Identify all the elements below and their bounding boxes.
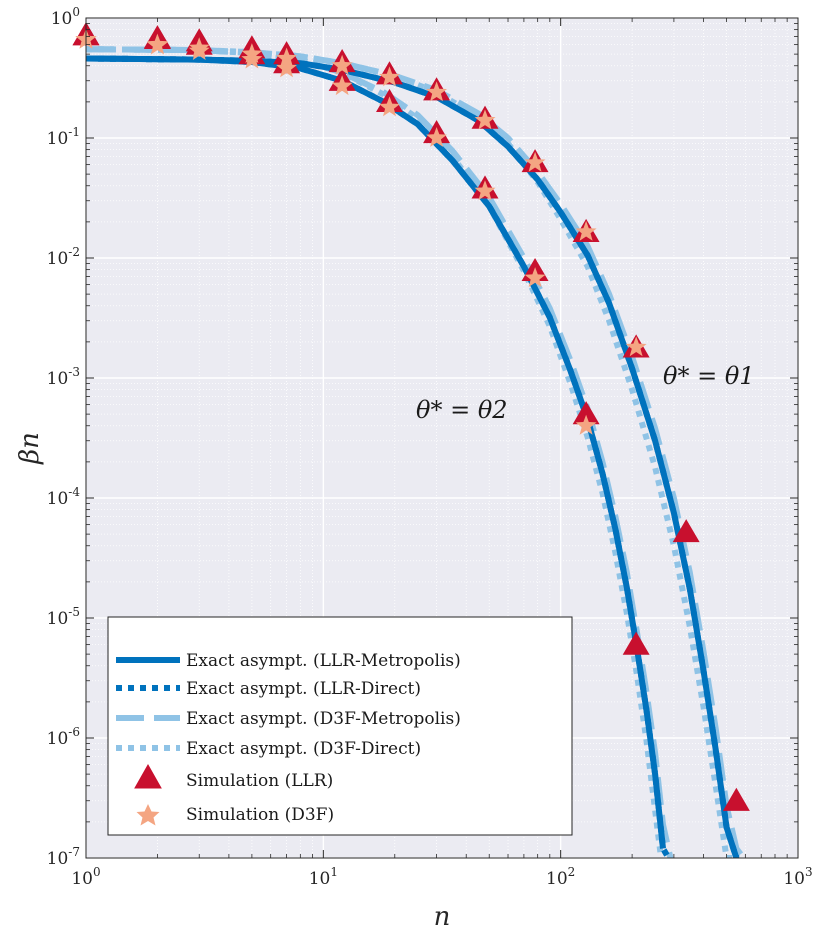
- plot-frame: [85, 17, 799, 859]
- y-tick-label: 100: [51, 5, 80, 29]
- legend-label-sim-llr: Simulation (LLR): [186, 771, 333, 791]
- x-tick-label-exponent: 2: [568, 865, 576, 879]
- x-tick-labels: 100 101 102 103: [71, 865, 812, 889]
- y-tick-label-exponent: 0: [72, 5, 80, 19]
- marker-sim-d3f: [241, 48, 263, 69]
- y-tick-label: 10-1: [47, 125, 80, 149]
- x-tick-label-base: 10: [546, 869, 568, 889]
- series-markers: [72, 22, 750, 811]
- marker-sim-d3f: [474, 180, 496, 201]
- marker-sim-d3f: [426, 127, 447, 147]
- marker-sim-d3f: [379, 66, 400, 87]
- y-tick-label-base: 10: [47, 489, 69, 509]
- y-tick-label-base: 10: [47, 849, 69, 869]
- y-tick-label: 10-5: [47, 605, 80, 629]
- series-curves: [86, 46, 746, 858]
- series-line-dashed-theta1: [86, 46, 746, 858]
- y-tick-label-exponent: -6: [68, 725, 80, 739]
- marker-sim-llr: [722, 787, 750, 811]
- y-tick-label-base: 10: [47, 729, 69, 749]
- marker-sim-llr: [622, 631, 650, 655]
- annotation-theta2: θ* = θ2: [416, 396, 508, 424]
- y-tick-label: 10-4: [47, 485, 81, 509]
- legend-label-d3f-metropolis: Exact asympt. (D3F-Metropolis): [186, 709, 461, 729]
- marker-sim-d3f: [426, 81, 447, 102]
- marker-sim-d3f: [276, 47, 297, 68]
- y-tick-label-exponent: -2: [68, 245, 80, 259]
- legend-label-llr-direct: Exact asympt. (LLR-Direct): [186, 679, 421, 699]
- marker-sim-d3f: [331, 54, 353, 75]
- legend: Exact asympt. (LLR-Metropolis) Exact asy…: [107, 616, 573, 836]
- x-tick-label: 101: [309, 865, 338, 889]
- series-line-solid-theta1: [86, 55, 740, 858]
- marker-sim-d3f: [331, 75, 353, 96]
- x-tick-label-base: 10: [71, 869, 93, 889]
- marker-sim-d3f: [625, 336, 647, 357]
- y-tick-label-base: 10: [47, 609, 69, 629]
- y-tick-label: 10-3: [47, 365, 80, 389]
- y-tick-label: 10-6: [47, 725, 80, 749]
- axis-ticks: [85, 17, 799, 859]
- y-tick-label-exponent: -1: [68, 125, 80, 139]
- y-tick-label-base: 10: [47, 249, 69, 269]
- x-tick-label-base: 10: [309, 869, 331, 889]
- y-tick-label-base: 10: [47, 369, 69, 389]
- x-tick-label-exponent: 3: [805, 865, 813, 879]
- y-tick-label-exponent: -7: [68, 845, 80, 859]
- y-tick-label: 10-7: [47, 845, 80, 869]
- legend-label-llr-metropolis: Exact asympt. (LLR-Metropolis): [186, 651, 461, 671]
- marker-sim-d3f: [575, 220, 597, 241]
- y-tick-label-base: 10: [47, 129, 69, 149]
- marker-sim-d3f: [575, 414, 597, 435]
- marker-sim-d3f: [524, 267, 546, 287]
- marker-sim-d3f: [147, 34, 168, 55]
- legend-label-d3f-direct: Exact asympt. (D3F-Direct): [186, 739, 421, 759]
- marker-sim-d3f: [524, 151, 546, 172]
- y-tick-label-exponent: -3: [68, 365, 80, 379]
- y-axis-title: βn: [15, 432, 45, 465]
- x-tick-label-exponent: 1: [330, 865, 338, 879]
- x-tick-label-base: 10: [783, 869, 805, 889]
- series-line-dotted-light-theta1: [86, 46, 735, 858]
- x-tick-label-exponent: 0: [93, 865, 101, 879]
- marker-sim-d3f: [474, 109, 496, 130]
- x-axis-title: n: [434, 902, 451, 932]
- y-tick-label: 10-2: [47, 245, 80, 269]
- legend-box: [107, 616, 573, 836]
- y-tick-label-exponent: -5: [68, 605, 80, 619]
- marker-sim-d3f: [276, 57, 297, 78]
- x-tick-label: 100: [71, 865, 100, 889]
- legend-label-sim-d3f: Simulation (D3F): [186, 805, 334, 825]
- legend-swatch-sim-d3f: [136, 804, 160, 826]
- y-tick-label-exponent: -4: [68, 485, 80, 499]
- marker-sim-d3f: [379, 96, 400, 117]
- x-tick-label: 102: [546, 865, 575, 889]
- annotation-theta1: θ* = θ1: [663, 362, 755, 390]
- legend-swatch-sim-llr: [134, 763, 162, 789]
- y-tick-label-base: 10: [51, 9, 73, 29]
- marker-sim-d3f: [188, 40, 210, 60]
- x-tick-label: 103: [783, 865, 812, 889]
- marker-sim-llr: [672, 519, 700, 543]
